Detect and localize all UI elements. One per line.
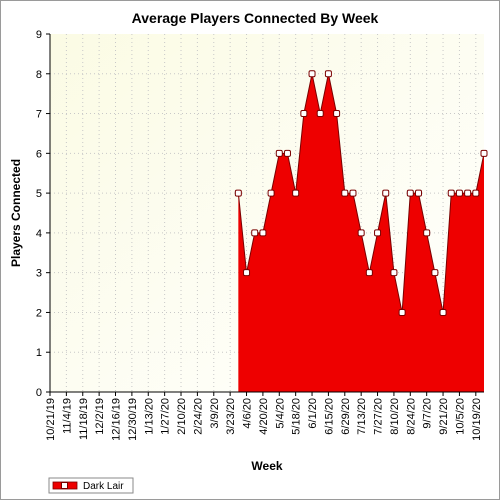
data-point [382, 189, 390, 197]
data-point [283, 149, 291, 157]
y-tick-label: 1 [36, 347, 42, 359]
data-point [464, 189, 472, 197]
y-tick-label: 2 [36, 307, 42, 319]
x-tick-label: 1/27/20 [160, 398, 172, 435]
data-point [333, 110, 341, 118]
data-point [455, 189, 463, 197]
x-tick-label: 10/5/20 [454, 398, 466, 435]
x-tick-label: 9/21/20 [438, 398, 450, 435]
x-tick-label: 7/13/20 [356, 398, 368, 435]
x-tick-label: 6/15/20 [323, 398, 335, 435]
x-tick-label: 12/2/19 [94, 398, 106, 435]
x-tick-label: 6/1/20 [307, 398, 319, 429]
data-point [447, 189, 455, 197]
data-point [316, 110, 324, 118]
y-axis-title: Players Connected [9, 159, 23, 267]
x-tick-label: 8/10/20 [389, 398, 401, 435]
data-point [349, 189, 357, 197]
axes [46, 33, 484, 396]
data-point [480, 149, 488, 157]
data-point [341, 189, 349, 197]
data-point [251, 229, 259, 237]
x-tick-label: 4/6/20 [242, 398, 254, 429]
y-tick-label: 0 [36, 387, 42, 399]
data-point [439, 308, 447, 316]
data-point [423, 229, 431, 237]
data-point [267, 189, 275, 197]
data-point [414, 189, 422, 197]
x-tick-label: 2/24/20 [192, 398, 204, 435]
data-point [275, 149, 283, 157]
data-point [472, 189, 480, 197]
data-point [431, 269, 439, 277]
data-point [324, 70, 332, 78]
data-point [365, 269, 373, 277]
x-tick-label: 3/23/20 [225, 398, 237, 435]
x-tick-label: 5/4/20 [274, 398, 286, 429]
x-tick-label: 11/4/19 [61, 398, 73, 434]
chart-title: Average Players Connected By Week [132, 10, 379, 26]
y-tick-label: 4 [36, 228, 42, 240]
data-point [390, 269, 398, 277]
marker-layer [234, 70, 488, 316]
data-point [259, 229, 267, 237]
data-point [357, 229, 365, 237]
data-point [234, 189, 242, 197]
x-tick-label: 12/30/19 [127, 398, 139, 441]
x-tick-label: 5/18/20 [291, 398, 303, 435]
x-tick-label: 10/21/19 [45, 398, 57, 441]
y-tick-label: 3 [36, 268, 42, 280]
y-tick-label: 9 [36, 29, 42, 41]
x-tick-label: 2/10/20 [176, 398, 188, 435]
data-point [308, 70, 316, 78]
x-tick-label: 3/9/20 [209, 398, 221, 429]
x-tick-label: 10/19/20 [471, 398, 483, 441]
legend-label: Dark Lair [83, 481, 124, 492]
y-tick-label: 7 [36, 109, 42, 121]
data-point [300, 110, 308, 118]
x-tick-labels: 10/21/19 11/4/19 11/18/19 12/2/19 12/16/19 12… [45, 398, 483, 441]
y-tick-label: 8 [36, 69, 42, 81]
legend-marker [61, 482, 68, 489]
data-point [243, 269, 251, 277]
x-tick-label: 9/7/20 [422, 398, 434, 429]
data-point [374, 229, 382, 237]
x-tick-label: 4/20/20 [258, 398, 270, 435]
x-tick-label: 1/13/20 [143, 398, 155, 435]
x-tick-label: 6/29/20 [340, 398, 352, 435]
y-tick-label: 5 [36, 188, 42, 200]
data-point [292, 189, 300, 197]
legend: Dark Lair [48, 477, 134, 494]
y-tick-labels: 0 1 2 3 4 5 6 7 8 9 [36, 29, 42, 399]
x-axis-title: Week [251, 459, 282, 473]
x-tick-label: 12/16/19 [111, 398, 123, 441]
x-tick-label: 7/27/20 [373, 398, 385, 435]
y-tick-label: 6 [36, 148, 42, 160]
data-point [398, 308, 406, 316]
data-point [406, 189, 414, 197]
x-tick-label: 8/24/20 [405, 398, 417, 435]
x-tick-label: 11/18/19 [78, 398, 90, 440]
